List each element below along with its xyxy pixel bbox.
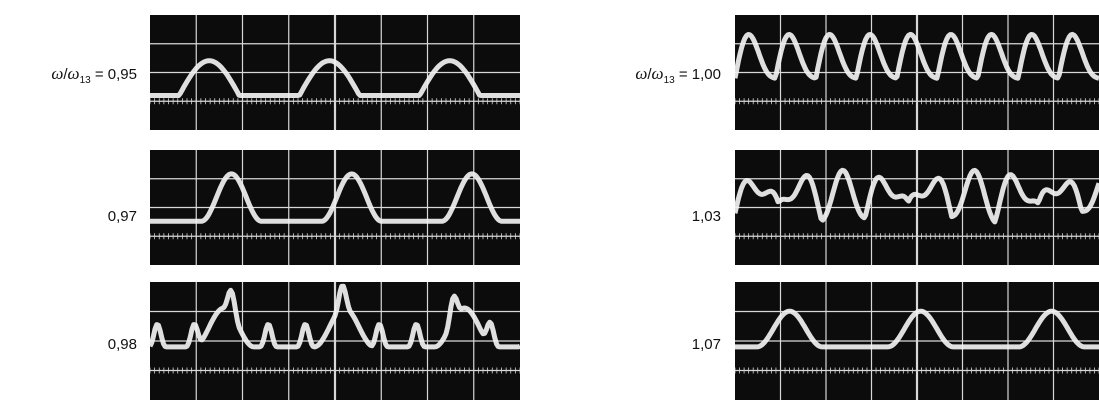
ratio-label-097: 0,97 [107, 208, 137, 225]
oscillogram-103-screen [735, 150, 1099, 265]
oscillogram-097-screen [150, 150, 520, 265]
oscillogram-098-screen [150, 282, 520, 400]
ratio-label-098: 0,98 [107, 336, 137, 353]
ratio-label-107: 1,07 [691, 336, 721, 353]
ratio-label-100: ω/ω13 = 1,00 [635, 64, 721, 86]
oscillogram-107 [735, 282, 1099, 400]
oscillogram-095 [150, 15, 520, 130]
oscillogram-100-screen [735, 15, 1099, 130]
signal-trace [735, 308, 1099, 350]
signal-trace [150, 171, 520, 224]
oscillogram-107-screen [735, 282, 1099, 400]
signal-trace [150, 58, 520, 98]
oscillogram-095-screen [150, 15, 520, 130]
oscillogram-100 [735, 15, 1099, 130]
oscillogram-097 [150, 150, 520, 265]
ratio-label-095: ω/ω13 = 0,95 [51, 64, 137, 86]
ratio-label-103: 1,03 [691, 208, 721, 225]
oscillogram-098 [150, 282, 520, 400]
signal-trace [150, 283, 520, 350]
oscillogram-103 [735, 150, 1099, 265]
signal-trace [735, 167, 1099, 225]
signal-trace [735, 31, 1099, 81]
